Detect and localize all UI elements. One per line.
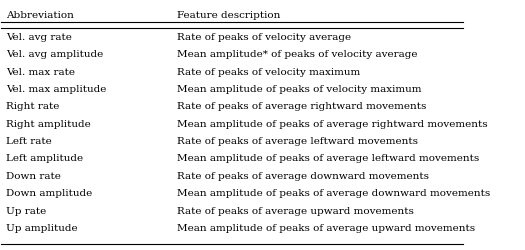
Text: Feature description: Feature description [176,11,280,20]
Text: Right rate: Right rate [6,102,59,112]
Text: Rate of peaks of average rightward movements: Rate of peaks of average rightward movem… [176,102,426,112]
Text: Mean amplitude of peaks of velocity maximum: Mean amplitude of peaks of velocity maxi… [176,85,421,94]
Text: Mean amplitude of peaks of average rightward movements: Mean amplitude of peaks of average right… [176,120,487,129]
Text: Down rate: Down rate [6,172,61,181]
Text: Vel. avg rate: Vel. avg rate [6,33,72,42]
Text: Mean amplitude of peaks of average downward movements: Mean amplitude of peaks of average downw… [176,189,490,198]
Text: Vel. avg amplitude: Vel. avg amplitude [6,50,103,59]
Text: Rate of peaks of average leftward movements: Rate of peaks of average leftward moveme… [176,137,418,146]
Text: Vel. max amplitude: Vel. max amplitude [6,85,107,94]
Text: Rate of peaks of velocity maximum: Rate of peaks of velocity maximum [176,68,360,77]
Text: Up rate: Up rate [6,206,46,216]
Text: Rate of peaks of average upward movements: Rate of peaks of average upward movement… [176,206,414,216]
Text: Right amplitude: Right amplitude [6,120,91,129]
Text: Down amplitude: Down amplitude [6,189,92,198]
Text: Rate of peaks of velocity average: Rate of peaks of velocity average [176,33,351,42]
Text: Mean amplitude of peaks of average upward movements: Mean amplitude of peaks of average upwar… [176,224,475,233]
Text: Abbreviation: Abbreviation [6,11,74,20]
Text: Mean amplitude of peaks of average leftward movements: Mean amplitude of peaks of average leftw… [176,154,479,164]
Text: Up amplitude: Up amplitude [6,224,78,233]
Text: Left rate: Left rate [6,137,52,146]
Text: Vel. max rate: Vel. max rate [6,68,75,77]
Text: Rate of peaks of average downward movements: Rate of peaks of average downward moveme… [176,172,428,181]
Text: Left amplitude: Left amplitude [6,154,83,164]
Text: Mean amplitude* of peaks of velocity average: Mean amplitude* of peaks of velocity ave… [176,50,417,59]
